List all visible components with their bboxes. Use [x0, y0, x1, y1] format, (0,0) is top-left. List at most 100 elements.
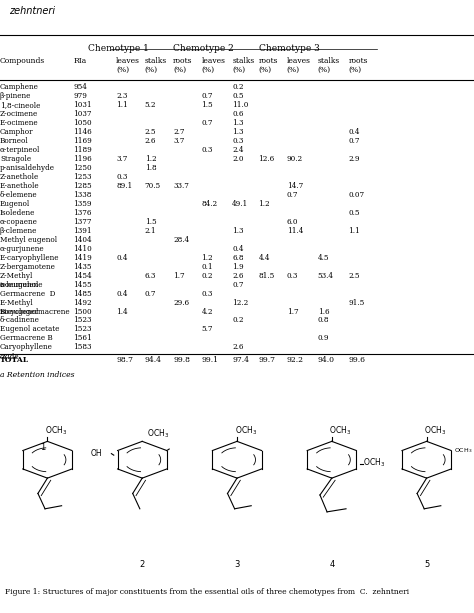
Text: 89.1: 89.1: [116, 182, 132, 190]
Text: 0.4: 0.4: [348, 128, 360, 136]
Text: 6.8: 6.8: [232, 254, 244, 262]
Text: 0.4: 0.4: [116, 254, 128, 262]
Text: 0.7: 0.7: [232, 281, 244, 289]
Text: 1404: 1404: [73, 236, 92, 244]
Text: 2.3: 2.3: [116, 92, 128, 100]
Text: 2.4: 2.4: [232, 146, 244, 154]
Text: 99.1: 99.1: [201, 356, 219, 364]
Text: 0.3: 0.3: [201, 146, 213, 154]
Text: 12.2: 12.2: [232, 299, 248, 306]
Text: 1189: 1189: [73, 146, 92, 154]
Text: 0.2: 0.2: [232, 83, 244, 91]
Text: 1455: 1455: [73, 281, 92, 289]
Text: 0.5: 0.5: [232, 92, 244, 100]
Text: TOTAL: TOTAL: [0, 356, 29, 364]
Text: 1037: 1037: [73, 110, 92, 118]
Text: 1500: 1500: [73, 308, 92, 316]
Text: 1391: 1391: [73, 227, 92, 235]
Text: 1.7: 1.7: [287, 308, 299, 316]
Text: 6.3: 6.3: [145, 272, 156, 280]
Text: 28.4: 28.4: [173, 236, 189, 244]
Text: 1523: 1523: [73, 326, 92, 333]
Text: 1.3: 1.3: [232, 128, 244, 136]
Text: OCH$_3$: OCH$_3$: [363, 457, 385, 469]
Text: 2.5: 2.5: [145, 128, 156, 136]
Text: 70.5: 70.5: [145, 182, 161, 190]
Text: 99.6: 99.6: [348, 356, 365, 364]
Text: 1435: 1435: [73, 262, 92, 271]
Text: roots
(%): roots (%): [258, 56, 278, 74]
Text: 12.6: 12.6: [258, 155, 274, 163]
Text: 90.2: 90.2: [287, 155, 303, 163]
Text: 1196: 1196: [73, 155, 92, 163]
Text: Bicyclogermacrene: Bicyclogermacrene: [0, 308, 71, 316]
Text: 3.7: 3.7: [116, 155, 128, 163]
Text: Methyl eugenol: Methyl eugenol: [0, 236, 57, 244]
Text: 0.9: 0.9: [318, 335, 329, 343]
Text: 1.3: 1.3: [232, 119, 244, 127]
Text: 99.7: 99.7: [258, 356, 275, 364]
Text: 1.9: 1.9: [232, 262, 244, 271]
Text: 2.9: 2.9: [348, 155, 360, 163]
Text: Compounds: Compounds: [0, 56, 45, 64]
Text: 2: 2: [139, 560, 145, 569]
Text: 1253: 1253: [73, 173, 92, 181]
Text: 979: 979: [73, 92, 87, 100]
Text: 1146: 1146: [73, 128, 92, 136]
Text: 5: 5: [424, 560, 429, 569]
Text: β-clemene: β-clemene: [0, 227, 37, 235]
Text: 1.6: 1.6: [318, 308, 329, 316]
Text: 0.3: 0.3: [116, 173, 128, 181]
Text: 1410: 1410: [73, 245, 92, 253]
Text: 5.7: 5.7: [201, 326, 213, 333]
Text: 98.7: 98.7: [116, 356, 133, 364]
Text: 1285: 1285: [73, 182, 92, 190]
Text: α-terpineol: α-terpineol: [0, 146, 40, 154]
Text: Germacrene  D: Germacrene D: [0, 289, 55, 297]
Text: β-pinene: β-pinene: [0, 92, 31, 100]
Text: 1.2: 1.2: [201, 254, 213, 262]
Text: a Retention indices: a Retention indices: [0, 371, 74, 379]
Text: Camphene: Camphene: [0, 83, 39, 91]
Text: 1.1: 1.1: [116, 101, 128, 109]
Text: 0.7: 0.7: [201, 92, 213, 100]
Text: Germacrene B: Germacrene B: [0, 335, 53, 343]
Text: 0.5: 0.5: [348, 209, 360, 217]
Text: 49.1: 49.1: [232, 200, 248, 208]
Text: 1454: 1454: [73, 272, 92, 280]
Text: 1,8-cineole: 1,8-cineole: [0, 101, 40, 109]
Text: OH: OH: [90, 449, 102, 458]
Text: 0.8: 0.8: [318, 316, 329, 324]
Text: 0.1: 0.1: [201, 262, 213, 271]
Text: 1377: 1377: [73, 218, 92, 226]
Text: 1.2: 1.2: [145, 155, 156, 163]
Text: RIa: RIa: [73, 56, 87, 64]
Text: Chemotype 3: Chemotype 3: [259, 44, 319, 53]
Text: 1376: 1376: [73, 209, 92, 217]
Text: 91.5: 91.5: [348, 299, 365, 306]
Text: 2.1: 2.1: [145, 227, 156, 235]
Text: α-gurjunene: α-gurjunene: [0, 245, 45, 253]
Text: 1.5: 1.5: [201, 101, 213, 109]
Text: 1.3: 1.3: [232, 227, 244, 235]
Text: 2.0: 2.0: [232, 155, 244, 163]
Text: 11.4: 11.4: [287, 227, 303, 235]
Text: Z-ocimene: Z-ocimene: [0, 110, 38, 118]
Text: roots
(%): roots (%): [173, 56, 192, 74]
Text: 6.0: 6.0: [287, 218, 298, 226]
Text: δ-cadinene: δ-cadinene: [0, 316, 40, 324]
Text: OCH$_3$: OCH$_3$: [329, 424, 352, 436]
Text: 0.3: 0.3: [232, 137, 244, 145]
Text: 0.7: 0.7: [201, 119, 213, 127]
Text: 1.2: 1.2: [258, 200, 270, 208]
Text: Figure 1: Structures of major constituents from the essential oils of three chem: Figure 1: Structures of major constituen…: [5, 588, 409, 596]
Text: Z-anethole: Z-anethole: [0, 173, 39, 181]
Text: 92.2: 92.2: [287, 356, 304, 364]
Text: leaves
(%): leaves (%): [287, 56, 311, 74]
Text: leaves
(%): leaves (%): [116, 56, 140, 74]
Text: 1583: 1583: [73, 343, 92, 351]
Text: 2.6: 2.6: [232, 272, 244, 280]
Text: stalks
(%): stalks (%): [232, 56, 255, 74]
Text: stalks
(%): stalks (%): [145, 56, 167, 74]
Text: Eugenol acetate: Eugenol acetate: [0, 326, 59, 333]
